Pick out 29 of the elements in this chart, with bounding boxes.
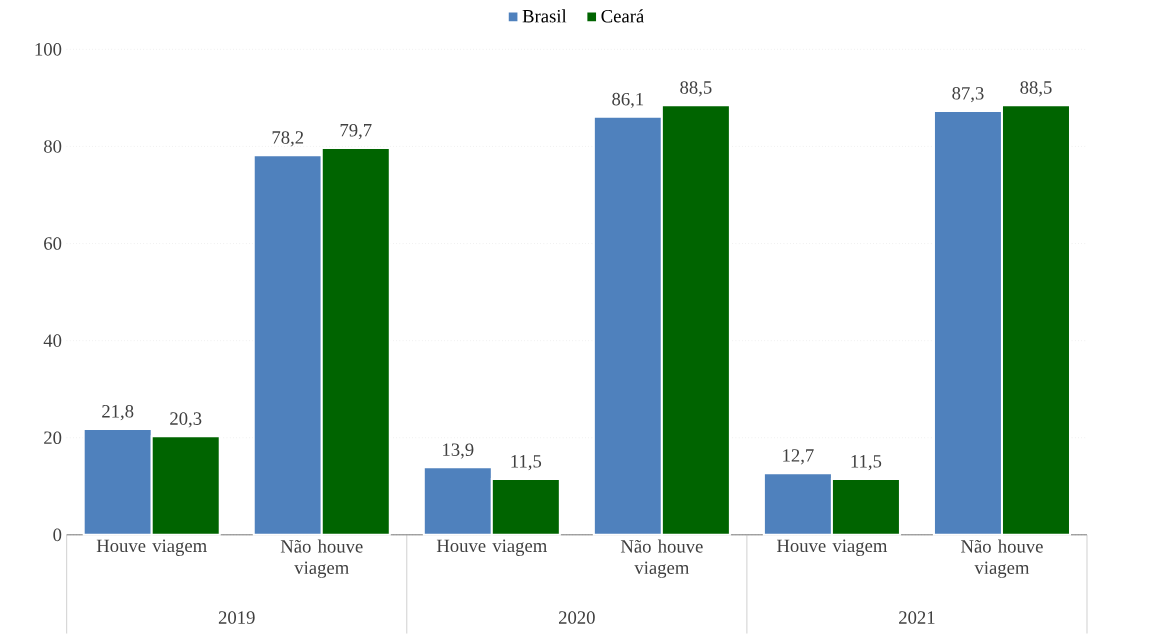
- y-tick-label: 20: [44, 431, 62, 444]
- data-label: 13,9: [443, 443, 474, 459]
- y-tick-label: 80: [44, 140, 62, 153]
- x-tick-label: Não houve viagem: [961, 539, 1043, 578]
- y-tick-label: 100: [35, 42, 62, 56]
- x-tick-label: Houve viagem: [436, 539, 548, 556]
- data-label: 21,8: [102, 404, 134, 421]
- data-label: 12,7: [783, 449, 814, 465]
- data-label: 78,2: [272, 131, 304, 147]
- y-tick-label: 60: [44, 237, 62, 250]
- x-tick-label: Não houve viagem: [280, 539, 363, 578]
- text: 2021: [899, 611, 935, 624]
- data-label: 11,5: [851, 454, 882, 471]
- data-label: 87,3: [952, 86, 984, 103]
- legend-label: Brasil: [522, 9, 567, 23]
- text: 2019: [218, 611, 255, 624]
- data-label: 20,3: [170, 412, 202, 428]
- data-label: 86,1: [612, 92, 644, 109]
- x-tick-label: Houve viagem: [96, 539, 207, 556]
- y-tick-label: 40: [43, 334, 62, 347]
- data-label: 11,5: [511, 454, 542, 471]
- data-label: 88,5: [1020, 81, 1052, 97]
- x-tick-label: Não houve viagem: [620, 539, 703, 578]
- x-tick-label: Houve viagem: [776, 539, 888, 556]
- legend-label: Ceará: [601, 9, 644, 23]
- text: 2020: [558, 611, 595, 624]
- data-label: 88,5: [680, 81, 712, 97]
- data-label: 79,7: [340, 123, 372, 140]
- y-tick-label: 0: [53, 528, 62, 542]
